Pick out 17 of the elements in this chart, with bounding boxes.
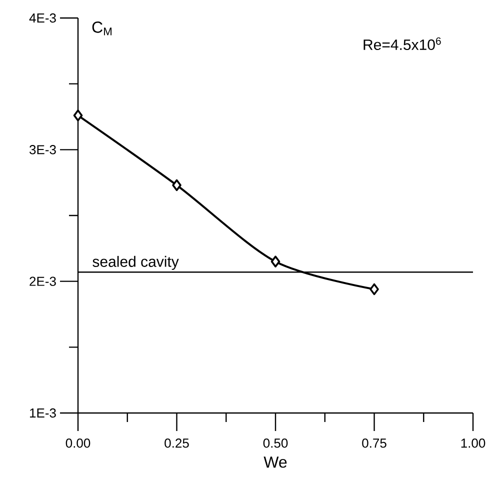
point — [172, 179, 182, 192]
y-tick-label: 4E-3 — [29, 13, 56, 23]
x-axis-title: We — [264, 456, 287, 468]
annotation: Re=4.5x10$^{6}$ — [364, 37, 441, 50]
point — [73, 110, 83, 122]
ref-line-label: sealed cavity — [92, 256, 179, 270]
point — [370, 283, 379, 296]
point — [270, 256, 280, 268]
x-tick-label: 0.75 — [362, 438, 386, 448]
x-tick-label: 1.00 — [461, 438, 486, 448]
y-tick-label: 1E-3 — [30, 408, 56, 418]
y-tick-label: 3E-3 — [30, 145, 56, 154]
y-tick-label: 2E-3 — [30, 276, 56, 286]
x-tick-label: 0.25 — [164, 438, 189, 448]
x-tick-label: 0.50 — [263, 438, 288, 448]
y-axis-title: C$_{M}$ — [92, 22, 112, 36]
x-tick-label: 0.00 — [66, 438, 90, 448]
